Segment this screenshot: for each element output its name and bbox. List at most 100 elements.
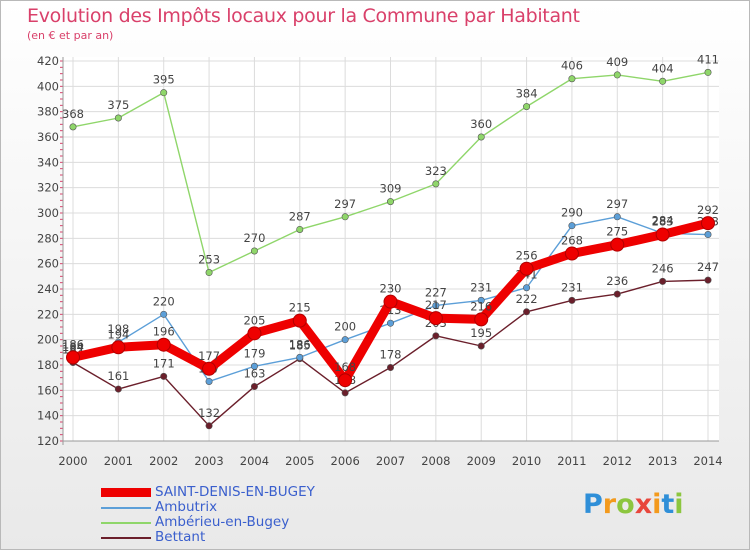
data-point-saint-denis-en-bugey — [383, 294, 398, 309]
y-tick-label: 180 — [37, 358, 59, 372]
data-point-bettant — [341, 389, 349, 397]
data-label-ambutrix: 297 — [606, 197, 628, 211]
data-label-amberieu-en-bugey: 297 — [334, 197, 356, 211]
data-label-ambutrix: 227 — [425, 285, 447, 299]
x-tick-label: 2008 — [421, 454, 450, 468]
data-label-ambutrix: 179 — [243, 346, 265, 360]
x-tick-label: 2005 — [285, 454, 314, 468]
x-tick-label: 2001 — [104, 454, 133, 468]
data-label-amberieu-en-bugey: 406 — [561, 59, 583, 73]
data-point-saint-denis-en-bugey — [564, 246, 579, 261]
data-point-amberieu-en-bugey — [160, 89, 168, 97]
data-label-amberieu-en-bugey: 323 — [425, 164, 447, 178]
data-point-bettant — [568, 296, 576, 304]
y-tick-label: 400 — [37, 79, 59, 93]
data-point-bettant — [114, 385, 122, 393]
data-point-ambutrix — [568, 222, 576, 230]
data-point-amberieu-en-bugey — [341, 213, 349, 221]
legend-item-ambutrix: Ambutrix — [101, 500, 315, 515]
data-point-bettant — [523, 308, 531, 316]
data-point-bettant — [160, 372, 168, 380]
logo-letter: x — [634, 489, 653, 520]
data-label-saint-denis-en-bugey: 196 — [153, 325, 175, 339]
data-label-amberieu-en-bugey: 409 — [606, 55, 628, 69]
x-tick-label: 2011 — [557, 454, 586, 468]
data-label-saint-denis-en-bugey: 194 — [107, 327, 129, 341]
data-label-saint-denis-en-bugey: 217 — [425, 298, 447, 312]
data-point-saint-denis-en-bugey — [247, 326, 262, 341]
y-tick-label: 220 — [37, 307, 59, 321]
x-tick-label: 2004 — [240, 454, 269, 468]
x-tick-label: 2003 — [194, 454, 223, 468]
data-label-bettant: 222 — [516, 292, 538, 306]
data-label-bettant: 171 — [153, 356, 175, 370]
y-tick-label: 240 — [37, 282, 59, 296]
data-label-amberieu-en-bugey: 411 — [697, 52, 719, 66]
x-tick-label: 2006 — [331, 454, 360, 468]
data-label-ambutrix: 186 — [289, 337, 311, 351]
data-point-ambutrix — [523, 284, 531, 292]
data-point-ambutrix — [205, 377, 213, 385]
data-point-amberieu-en-bugey — [114, 114, 122, 122]
data-point-bettant — [432, 332, 440, 340]
legend-label-ambutrix: Ambutrix — [155, 499, 218, 515]
data-label-saint-denis-en-bugey: 292 — [697, 203, 719, 217]
data-label-ambutrix: 184 — [62, 340, 84, 354]
data-point-amberieu-en-bugey — [613, 71, 621, 79]
logo-letter: i — [674, 489, 684, 520]
legend-label-saint-denis-en-bugey: SAINT-DENIS-EN-BUGEY — [155, 484, 315, 500]
data-point-amberieu-en-bugey — [523, 103, 531, 111]
x-tick-label: 2009 — [467, 454, 496, 468]
data-label-bettant: 246 — [652, 261, 674, 275]
data-point-saint-denis-en-bugey — [111, 340, 126, 355]
x-tick-label: 2012 — [603, 454, 632, 468]
data-label-ambutrix: 220 — [153, 294, 175, 308]
x-tick-label: 2002 — [149, 454, 178, 468]
data-label-saint-denis-en-bugey: 186 — [62, 337, 84, 351]
data-point-ambutrix — [613, 213, 621, 221]
data-point-ambutrix — [432, 301, 440, 309]
y-tick-label: 340 — [37, 155, 59, 169]
data-label-saint-denis-en-bugey: 256 — [516, 249, 538, 263]
legend-item-saint-denis-en-bugey: SAINT-DENIS-EN-BUGEY — [101, 485, 315, 500]
data-label-saint-denis-en-bugey: 177 — [198, 349, 220, 363]
data-point-amberieu-en-bugey — [432, 180, 440, 188]
data-point-bettant — [704, 276, 712, 284]
x-tick-label: 2013 — [648, 454, 677, 468]
data-label-amberieu-en-bugey: 287 — [289, 209, 311, 223]
data-point-ambutrix — [704, 231, 712, 239]
data-label-bettant: 247 — [697, 260, 719, 274]
data-label-amberieu-en-bugey: 253 — [198, 253, 220, 267]
chart-title: Evolution des Impôts locaux pour la Comm… — [27, 5, 580, 27]
y-tick-label: 200 — [37, 333, 59, 347]
data-point-amberieu-en-bugey — [659, 77, 667, 85]
chart-legend: SAINT-DENIS-EN-BUGEY Ambutrix Ambérieu-en-… — [101, 485, 315, 545]
data-label-amberieu-en-bugey: 375 — [107, 98, 129, 112]
data-point-bettant — [205, 422, 213, 430]
data-point-ambutrix — [386, 319, 394, 327]
data-point-amberieu-en-bugey — [69, 123, 77, 131]
data-label-bettant: 185 — [289, 339, 311, 353]
data-point-amberieu-en-bugey — [477, 133, 485, 141]
logo-letter: r — [602, 489, 617, 520]
y-tick-label: 320 — [37, 181, 59, 195]
logo-letter: o — [616, 489, 635, 520]
y-tick-label: 120 — [37, 434, 59, 448]
legend-swatch-amberieu-en-bugey — [101, 521, 151, 524]
data-label-amberieu-en-bugey: 384 — [516, 87, 538, 101]
y-tick-label: 280 — [37, 231, 59, 245]
logo-letter: P — [583, 489, 603, 520]
data-point-amberieu-en-bugey — [386, 198, 394, 206]
legend-swatch-ambutrix — [101, 506, 151, 509]
data-point-bettant — [659, 277, 667, 285]
proxiti-logo: Proxiti — [583, 489, 684, 520]
data-point-bettant — [250, 383, 258, 391]
data-point-amberieu-en-bugey — [704, 68, 712, 76]
data-label-saint-denis-en-bugey: 283 — [652, 215, 674, 229]
data-label-ambutrix: 284 — [652, 213, 674, 227]
data-point-saint-denis-en-bugey — [156, 337, 171, 352]
data-point-bettant — [477, 342, 485, 350]
data-label-amberieu-en-bugey: 360 — [470, 117, 492, 131]
data-label-amberieu-en-bugey: 270 — [243, 231, 265, 245]
